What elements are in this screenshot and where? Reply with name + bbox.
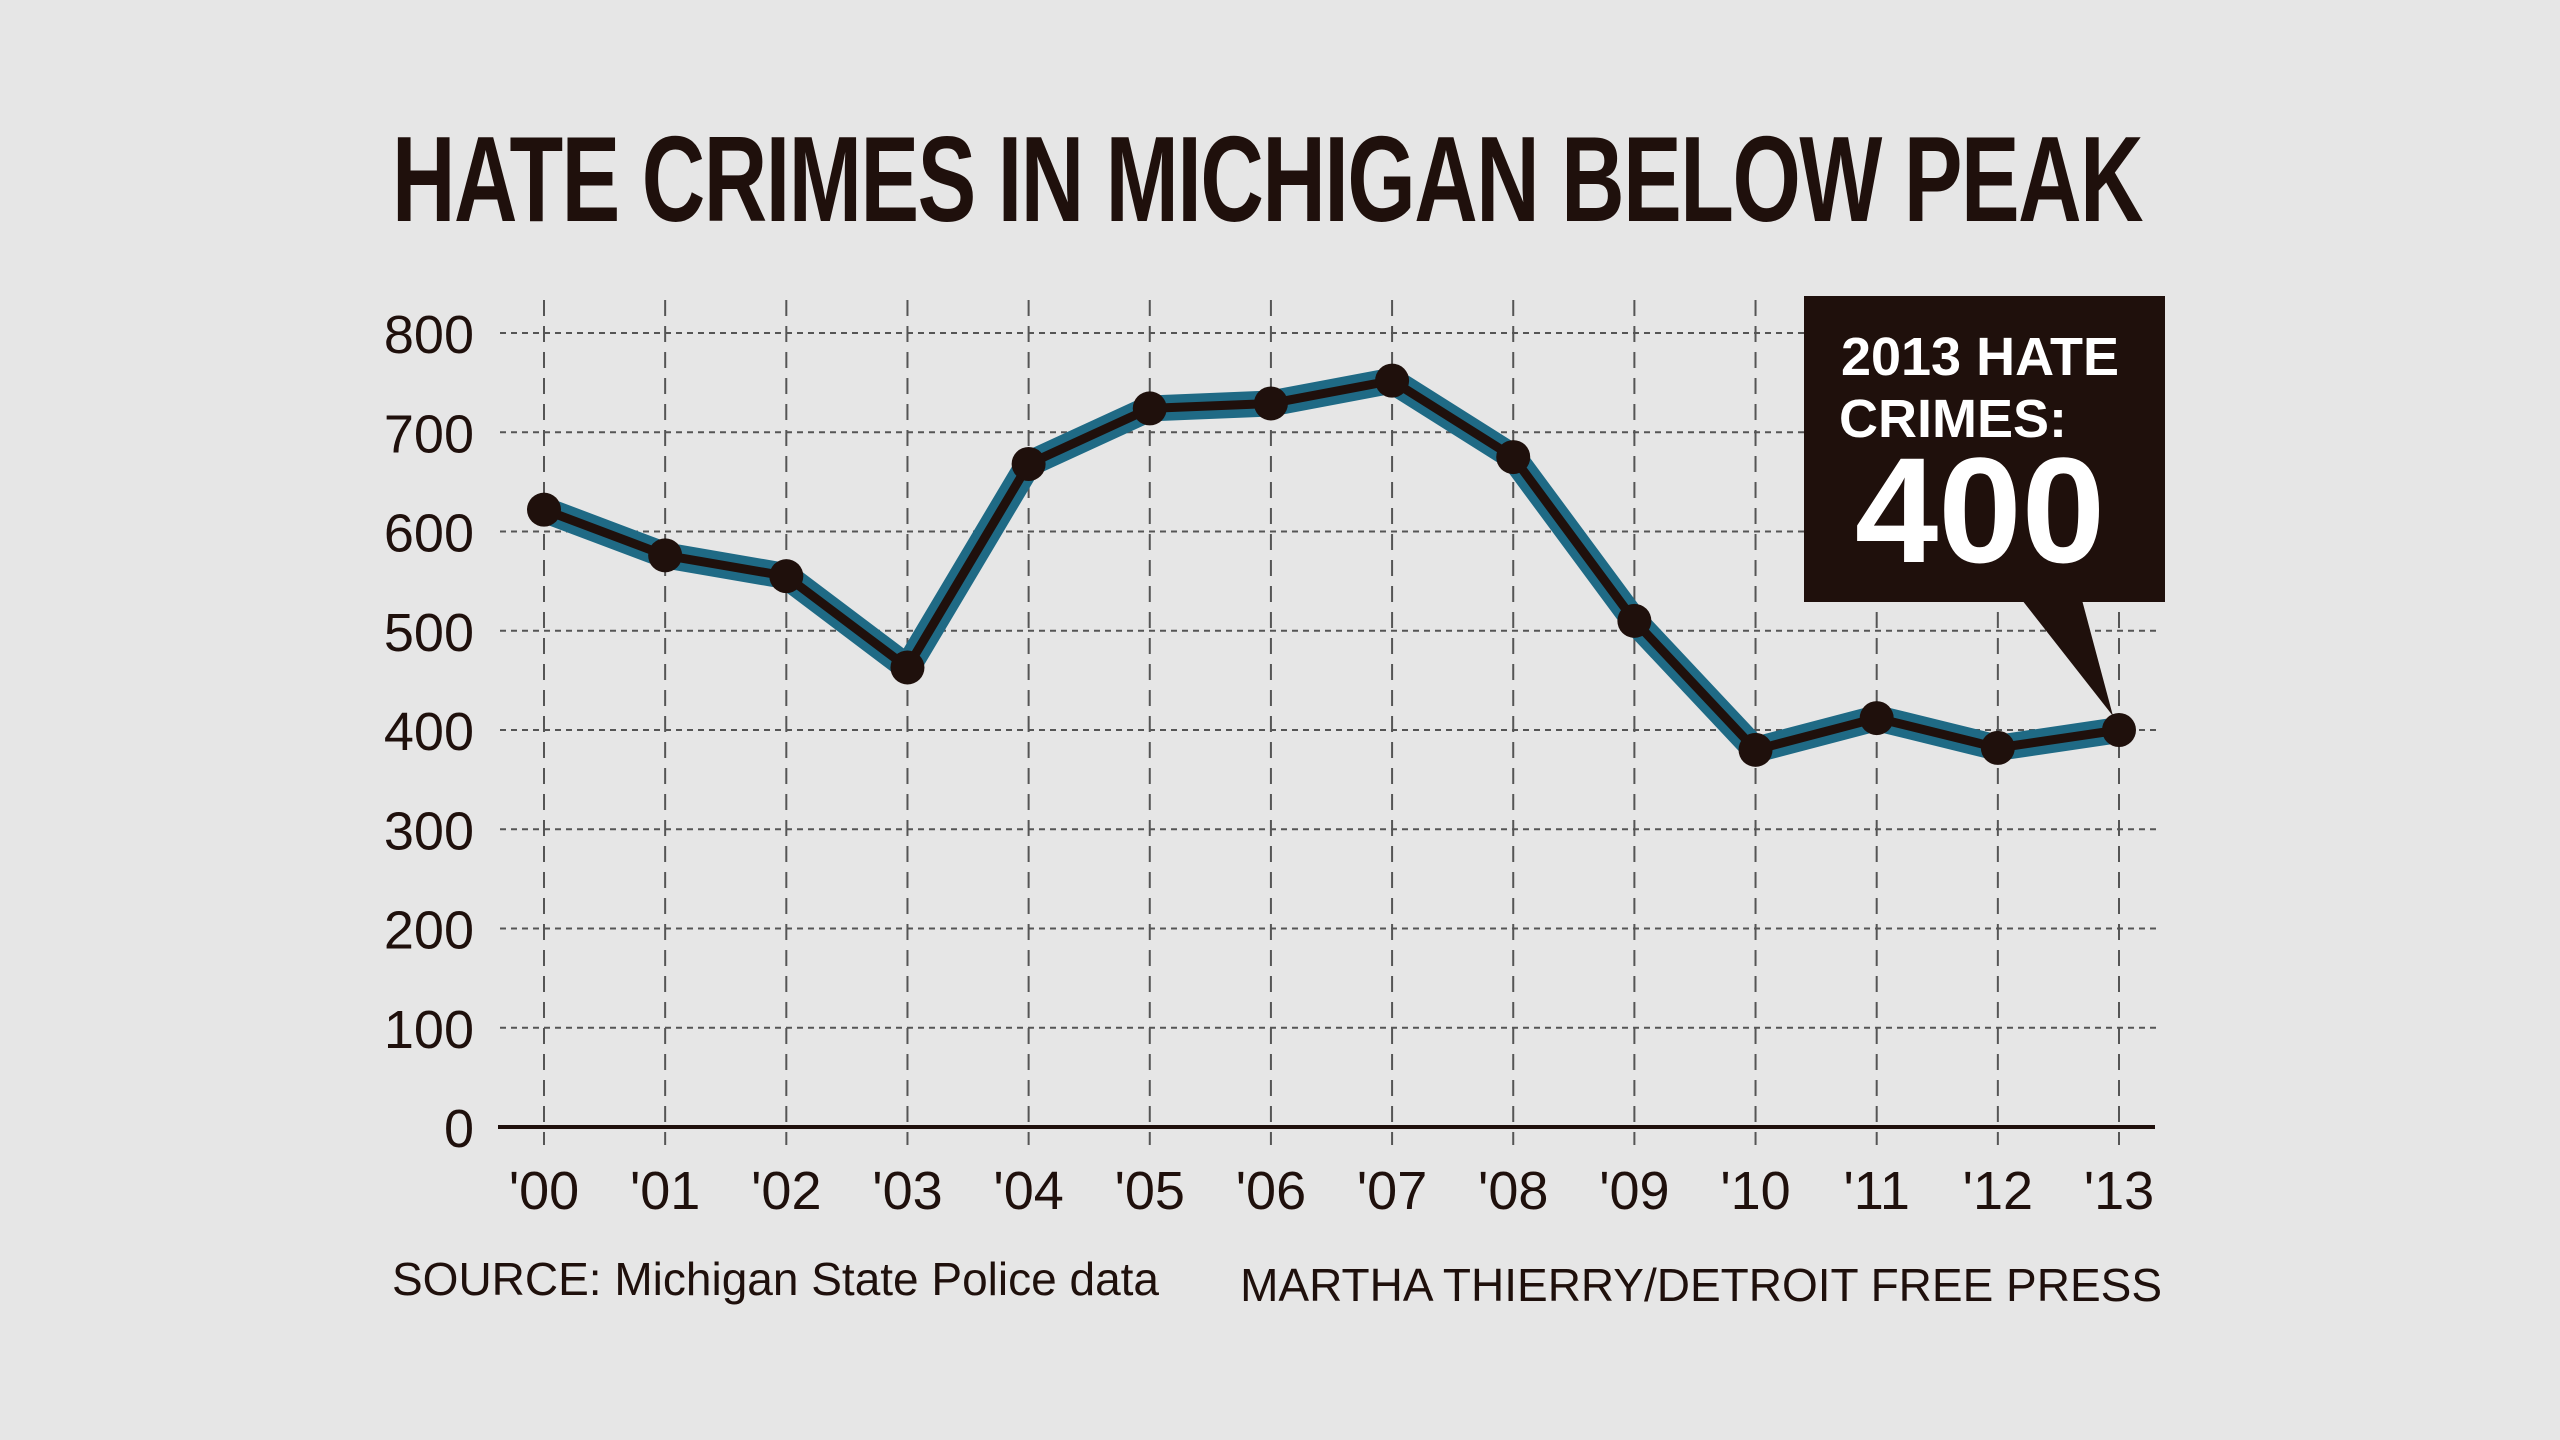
callout-line1: 2013 HATE [1841,327,2119,387]
y-tick-label: 500 [384,603,474,663]
data-point [1859,701,1894,736]
x-tick-label: '08 [1478,1161,1548,1221]
x-tick-label: '06 [1236,1161,1306,1221]
data-point [2102,713,2136,747]
data-point [1980,730,2015,765]
chart-title: HATE CRIMES IN MICHIGAN BELOW PEAK [392,111,2144,247]
y-tick-label: 200 [384,901,474,961]
x-tick-label: '10 [1720,1161,1790,1221]
y-tick-label: 300 [384,801,474,861]
x-tick-label: '04 [993,1161,1063,1221]
y-tick-label: 800 [384,305,474,365]
callout-box [1804,296,2165,602]
callout-pointer [2022,600,2113,716]
data-point [890,650,925,685]
callout-value: 400 [1855,426,2105,594]
x-tick-label: '11 [1844,1161,1910,1221]
data-point [1011,447,1046,482]
y-tick-label: 100 [384,1000,474,1060]
series-line [542,376,2120,755]
data-point [1617,603,1652,638]
data-point [1253,386,1288,421]
x-tick-label: '02 [751,1161,821,1221]
x-tick-label: '05 [1115,1161,1185,1221]
credit-note: MARTHA THIERRY/DETROIT FREE PRESS [1240,1259,2162,1311]
source-note: SOURCE: Michigan State Police data [392,1253,1160,1305]
data-point [1496,440,1531,475]
x-tick-label: '01 [630,1161,700,1221]
y-tick-label: 600 [384,504,474,564]
x-tick-label: '12 [1963,1161,2033,1221]
data-point [1738,732,1773,767]
x-tick-label: '09 [1599,1161,1669,1221]
data-point [1132,391,1167,426]
x-tick-label: '00 [509,1161,579,1221]
data-point [648,538,683,573]
callout-line2: CRIMES: [1839,389,2067,449]
x-tick-label: '07 [1357,1161,1427,1221]
y-tick-label: 700 [384,404,474,464]
y-tick-label: 400 [384,702,474,762]
data-point [769,559,804,594]
y-tick-label: 0 [444,1099,474,1159]
x-tick-label: '13 [2084,1161,2154,1221]
data-point [1375,363,1410,398]
data-point [527,492,561,527]
x-tick-label: '03 [872,1161,942,1221]
